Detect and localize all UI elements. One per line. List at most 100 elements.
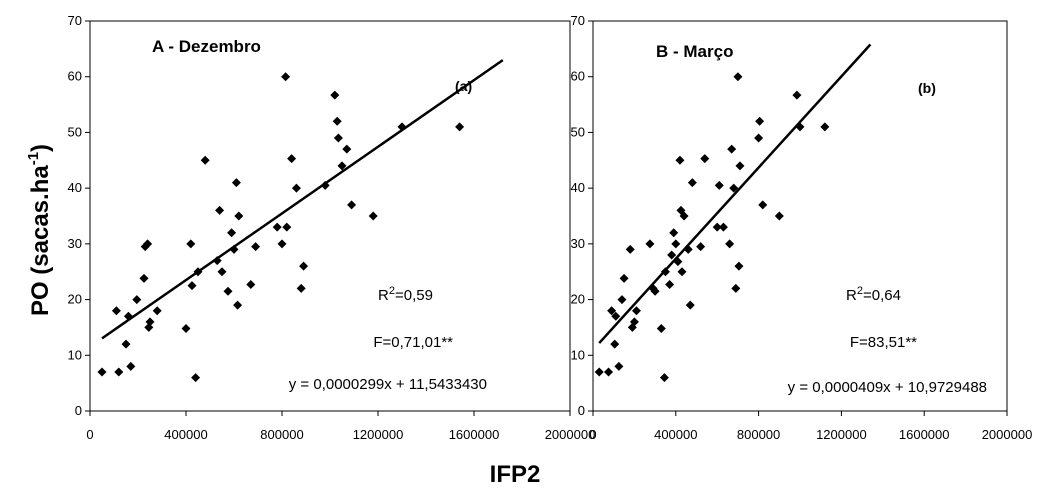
y-tick-label: 20 — [571, 292, 585, 307]
plot-area — [89, 20, 571, 412]
x-tick-label: 800000 — [260, 427, 303, 442]
x-tick-label: 2000000 — [545, 427, 596, 442]
data-point — [607, 306, 617, 316]
data-point — [212, 256, 222, 266]
x-tick-label: 0 — [589, 427, 596, 442]
data-point — [687, 178, 697, 188]
data-point — [299, 261, 309, 271]
data-point — [731, 283, 741, 293]
x-tick-label: 0 — [86, 427, 93, 442]
data-point — [191, 373, 201, 383]
data-point — [337, 161, 347, 171]
y-axis-label: PO (sacas.ha-1) — [25, 144, 54, 316]
data-point — [281, 72, 291, 82]
data-point — [734, 261, 744, 271]
panel-label: (a) — [455, 78, 472, 94]
data-point — [246, 280, 256, 290]
data-point — [594, 367, 604, 377]
data-point — [139, 273, 149, 283]
data-point — [233, 300, 243, 310]
data-point — [234, 211, 244, 221]
data-point — [227, 228, 237, 238]
data-point — [659, 373, 669, 383]
data-point — [629, 317, 639, 327]
y-tick-label: 10 — [68, 347, 82, 362]
data-point — [126, 361, 136, 371]
data-point — [617, 295, 627, 305]
data-point — [97, 367, 107, 377]
data-point — [187, 281, 197, 291]
y-tick-label: 0 — [578, 403, 585, 418]
x-tick-label: 1600000 — [449, 427, 500, 442]
data-point — [152, 306, 162, 316]
f-statistic-label: F=0,71,01** — [373, 334, 453, 351]
data-point — [645, 239, 655, 249]
data-point — [619, 273, 629, 283]
regression-line — [101, 59, 504, 340]
data-point — [333, 133, 343, 143]
data-point — [795, 122, 805, 132]
panel-title: A - Dezembro — [152, 37, 261, 56]
data-point — [755, 116, 765, 126]
data-point — [673, 257, 683, 267]
data-point — [217, 267, 227, 277]
y-tick-label: 60 — [68, 69, 82, 84]
data-point — [231, 178, 241, 188]
data-point — [725, 239, 735, 249]
x-tick-label: 800000 — [737, 427, 780, 442]
data-point — [193, 267, 203, 277]
data-point — [754, 133, 764, 143]
data-point — [712, 222, 722, 232]
data-point — [455, 122, 465, 132]
data-point — [669, 228, 679, 238]
regression-equation: y = 0,0000409x + 10,9729488 — [788, 379, 987, 396]
data-point — [320, 180, 330, 190]
x-tick-label: 400000 — [654, 427, 697, 442]
data-point — [145, 317, 155, 327]
x-tick-label: 2000000 — [982, 427, 1033, 442]
y-tick-label: 50 — [571, 124, 585, 139]
y-tick-label: 20 — [68, 292, 82, 307]
y-tick-label: 30 — [571, 236, 585, 251]
x-axis-label: IFP2 — [490, 461, 541, 488]
data-point — [332, 116, 342, 126]
data-point — [671, 239, 681, 249]
data-point — [291, 183, 301, 193]
data-point — [287, 154, 297, 164]
data-point — [677, 267, 687, 277]
data-point — [604, 367, 614, 377]
r-squared-label: R2=0,59 — [378, 285, 433, 304]
data-point — [683, 244, 693, 254]
panel-b: 0 10 20 30 40 50 60 70 0 400000 800000 1200000 16000… — [571, 13, 1033, 442]
f-statistic-label: F=83,51** — [850, 334, 917, 351]
data-point — [282, 222, 292, 232]
y-tick-label: 50 — [68, 124, 82, 139]
y-tick-label: 40 — [571, 180, 585, 195]
data-point — [667, 250, 677, 260]
data-point — [665, 280, 675, 290]
data-point — [277, 239, 287, 249]
r-squared-label: R2=0,64 — [846, 285, 901, 304]
y-tick-label: 70 — [571, 13, 585, 28]
data-point — [650, 286, 660, 296]
data-point — [820, 122, 830, 132]
data-point — [123, 311, 133, 321]
data-point — [660, 267, 670, 277]
data-point — [614, 361, 624, 371]
data-point — [685, 300, 695, 310]
x-tick-label: 1200000 — [353, 427, 404, 442]
data-point — [347, 200, 357, 210]
data-point — [114, 367, 124, 377]
data-point — [700, 154, 710, 164]
data-point — [111, 306, 121, 316]
x-tick-label: 1600000 — [899, 427, 950, 442]
regression-equation: y = 0,0000299x + 11,5433430 — [289, 376, 487, 393]
data-point — [330, 90, 340, 100]
data-point — [679, 211, 689, 221]
data-point — [200, 155, 210, 165]
data-point — [758, 200, 768, 210]
data-point — [229, 244, 239, 254]
data-point — [296, 283, 306, 293]
data-point — [733, 72, 743, 82]
